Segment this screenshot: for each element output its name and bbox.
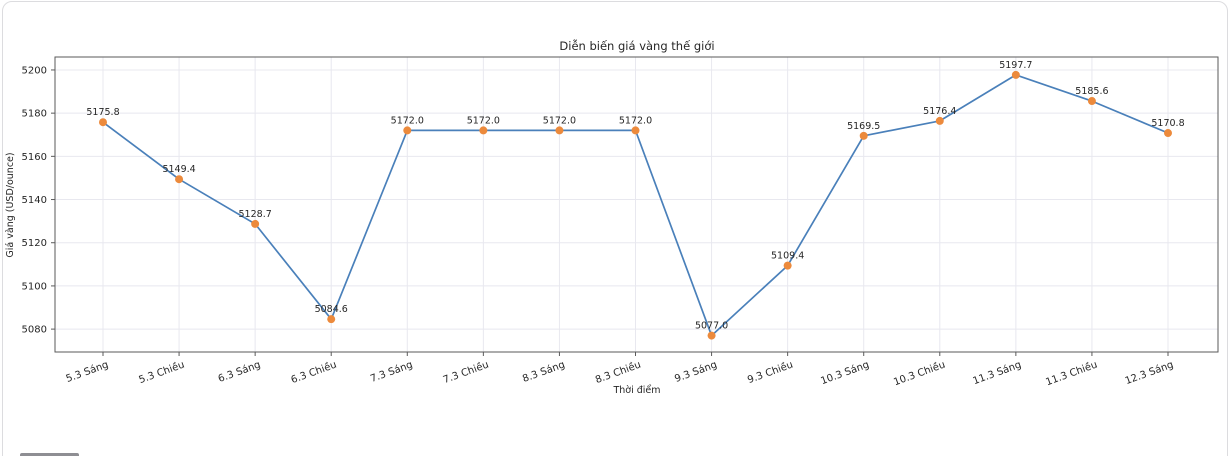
data-point-marker	[479, 126, 488, 135]
x-tick-label: 7.3 Chiều	[441, 359, 490, 387]
y-axis-label: Giá vàng (USD/ounce)	[5, 152, 16, 257]
y-tick-label: 5140	[22, 195, 47, 206]
y-tick-label: 5120	[22, 238, 47, 249]
data-point-label: 5176.4	[923, 106, 956, 117]
chart-axis-ticks: 5080 5100 5120 5140 5160 5180 5200 5.3 Sáng 5.3 …	[22, 65, 1175, 388]
x-tick-label: 8.3 Chiều	[594, 359, 643, 387]
data-point-marker	[327, 315, 336, 324]
data-point-marker	[783, 261, 792, 270]
data-point-marker	[859, 131, 868, 140]
data-point-label: 5170.8	[1151, 118, 1184, 129]
x-tick-label: 7.3 Sáng	[369, 359, 415, 385]
x-tick-label: 8.3 Sáng	[521, 359, 567, 385]
chart-spines	[54, 56, 1219, 353]
x-tick-label: 5.3 Chiều	[137, 359, 186, 387]
x-tick-label: 6.3 Chiều	[289, 359, 338, 387]
horizontal-scrollbar-thumb[interactable]	[20, 453, 79, 456]
data-point-label: 5185.6	[1075, 86, 1108, 97]
x-tick-label: 12.3 Sáng	[1123, 359, 1175, 388]
data-point-label: 5084.6	[315, 304, 348, 315]
data-point-label: 5172.0	[391, 115, 424, 126]
chart-line-series	[99, 70, 1172, 340]
data-point-marker	[175, 175, 184, 184]
data-point-label: 5128.7	[239, 209, 272, 220]
data-point-label: 5197.7	[999, 60, 1032, 71]
data-point-marker	[935, 116, 944, 125]
chart-point-labels: 5175.8 5149.4 5128.7 5084.6 5172.0 5172.0 5172…	[86, 60, 1184, 332]
data-point-label: 5172.0	[543, 115, 576, 126]
chart-title: Diễn biến giá vàng thế giới	[559, 39, 714, 53]
x-tick-label: 6.3 Sáng	[216, 359, 262, 385]
x-tick-label: 10.3 Sáng	[819, 359, 871, 388]
data-point-label: 5109.4	[771, 251, 804, 262]
data-point-marker	[707, 331, 716, 340]
data-point-label: 5172.0	[619, 115, 652, 126]
data-point-marker	[251, 219, 260, 228]
y-tick-label: 5080	[22, 325, 47, 336]
y-tick-label: 5100	[22, 281, 47, 292]
plot-border	[54, 56, 1219, 353]
data-point-marker	[631, 126, 640, 135]
data-point-marker	[1087, 97, 1096, 106]
data-point-marker	[1164, 129, 1172, 138]
data-point-marker	[99, 118, 107, 127]
chart-gridlines	[55, 57, 1218, 352]
x-axis-label: Thời điểm	[612, 385, 660, 396]
data-point-label: 5149.4	[162, 164, 195, 175]
x-tick-label: 9.3 Sáng	[673, 359, 719, 385]
x-tick-label: 9.3 Chiều	[746, 359, 795, 387]
data-point-label: 5172.0	[467, 115, 500, 126]
data-point-label: 5169.5	[847, 121, 880, 132]
x-tick-label: 10.3 Chiều	[892, 359, 947, 389]
x-tick-label: 11.3 Chiều	[1044, 359, 1099, 389]
data-point-label: 5077.0	[695, 321, 728, 332]
y-tick-label: 5160	[22, 152, 47, 163]
y-tick-label: 5200	[22, 65, 47, 76]
data-point-marker	[555, 126, 564, 135]
y-tick-label: 5180	[22, 109, 47, 120]
x-tick-label: 11.3 Sáng	[971, 359, 1023, 388]
data-point-label: 5175.8	[86, 107, 119, 118]
data-point-marker	[1011, 70, 1020, 79]
data-point-marker	[403, 126, 412, 135]
x-tick-label: 5.3 Sáng	[64, 359, 110, 385]
